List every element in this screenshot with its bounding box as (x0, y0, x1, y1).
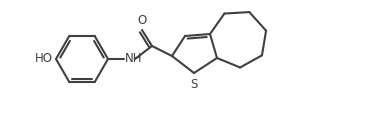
Text: S: S (190, 78, 198, 91)
Text: HO: HO (35, 53, 53, 66)
Text: O: O (137, 14, 147, 27)
Text: NH: NH (125, 53, 142, 66)
